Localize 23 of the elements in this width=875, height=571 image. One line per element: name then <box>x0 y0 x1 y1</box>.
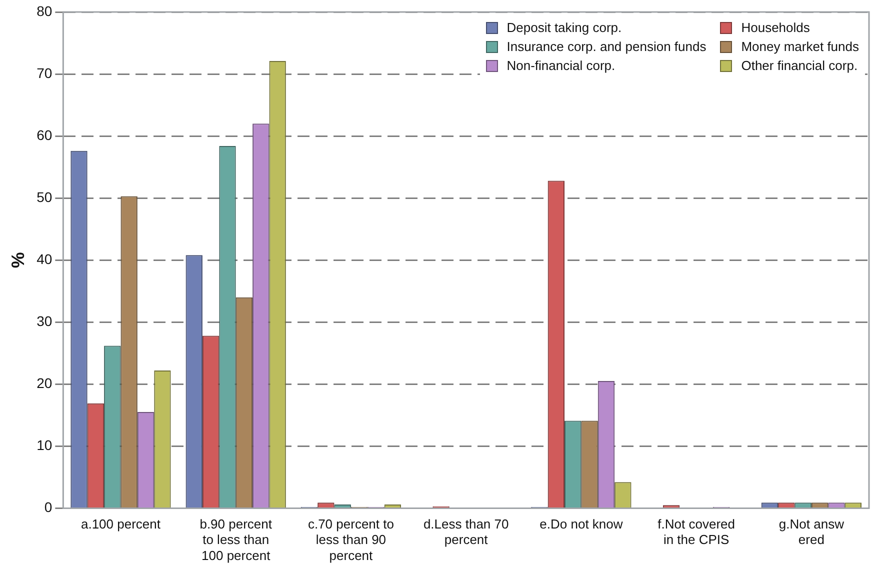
legend-label: Other financial corp. <box>741 58 858 73</box>
legend-label: Insurance corp. and pension funds <box>506 39 706 54</box>
y-tick-label: 80 <box>36 2 52 19</box>
y-tick-label: 70 <box>36 64 52 81</box>
x-tick-label: b.90 percent to less than 100 percent <box>200 516 272 563</box>
legend-label: Households <box>741 20 810 35</box>
y-tick-label: 60 <box>36 126 52 143</box>
y-tick-label: 50 <box>36 188 52 205</box>
y-tick-label: 20 <box>36 375 52 392</box>
y-tick-label: 0 <box>44 499 52 516</box>
x-tick-label: g.Not answ ered <box>778 516 845 548</box>
y-tick-label: 40 <box>36 250 52 267</box>
x-tick-label: e.Do not know <box>540 516 624 532</box>
x-tick-label: c.70 percent to less than 90 percent <box>308 516 394 563</box>
legend-label: Deposit taking corp. <box>506 20 622 35</box>
x-tick-label: a.100 percent <box>80 516 161 532</box>
y-tick-label: 10 <box>36 437 52 454</box>
x-tick-label: f.Not covered in the CPIS <box>658 516 735 548</box>
legend-label: Money market funds <box>741 39 859 54</box>
legend-label: Non-financial corp. <box>506 58 616 73</box>
y-tick-label: 30 <box>36 312 52 329</box>
x-tick-label: d.Less than 70 percent <box>423 516 509 548</box>
y-axis-title: % <box>8 252 28 268</box>
